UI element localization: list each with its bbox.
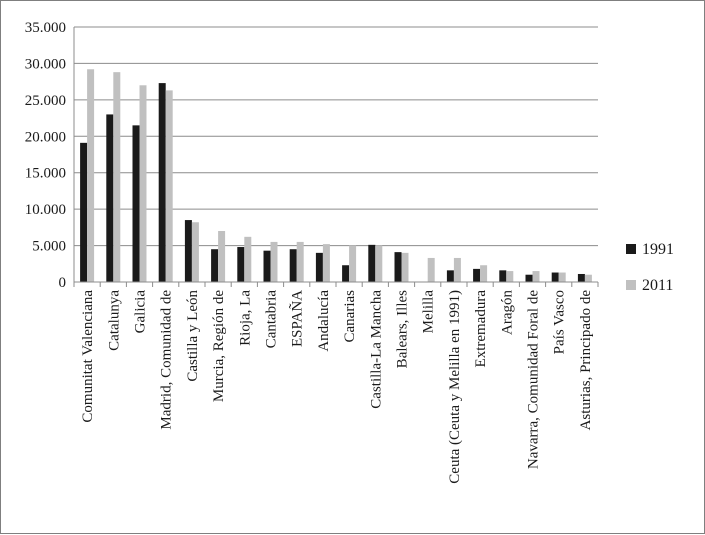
bar-2011 bbox=[139, 85, 147, 283]
bar-2011 bbox=[322, 244, 330, 282]
bar-2011 bbox=[453, 257, 461, 282]
y-tick-label: 30.000 bbox=[25, 56, 66, 72]
category-label: Madrid, Comunidad de bbox=[159, 290, 175, 430]
y-tick-label: 10.000 bbox=[25, 202, 66, 218]
y-tick-label: 5.000 bbox=[32, 239, 66, 255]
bar-2011 bbox=[480, 265, 488, 282]
legend-label: 1991 bbox=[642, 241, 674, 258]
bar-2011 bbox=[401, 252, 409, 282]
category-label: Castilla-La Mancha bbox=[368, 290, 384, 409]
bar-1991 bbox=[158, 83, 166, 282]
bar-2011 bbox=[191, 222, 199, 282]
bar-1991 bbox=[446, 270, 454, 282]
category-label: Catalunya bbox=[106, 290, 122, 351]
bar-1991 bbox=[499, 270, 507, 282]
category-label: Cantabria bbox=[264, 290, 280, 349]
y-tick-label: 25.000 bbox=[25, 93, 66, 109]
category-label: País Vasco bbox=[552, 290, 568, 354]
category-label: Asturias, Principado de bbox=[578, 290, 594, 431]
bar-1991 bbox=[263, 250, 271, 282]
y-tick-label: 0 bbox=[59, 275, 67, 291]
gridlines bbox=[74, 26, 598, 247]
bar-1991 bbox=[315, 252, 323, 282]
bar-2011 bbox=[218, 231, 226, 282]
bar-2011 bbox=[506, 271, 514, 282]
category-label: Castilla y León bbox=[185, 290, 201, 382]
bar-1991 bbox=[342, 265, 350, 282]
bar-2011 bbox=[375, 245, 383, 282]
legend-swatch bbox=[626, 280, 636, 290]
category-label: Rioja, La bbox=[237, 290, 253, 346]
category-label: ESPAÑA bbox=[290, 290, 306, 347]
y-tick-label: 35.000 bbox=[25, 20, 66, 36]
category-label: Melilla bbox=[421, 290, 437, 334]
bar-2011 bbox=[244, 236, 252, 282]
category-label: Aragón bbox=[499, 290, 515, 335]
bar-1991 bbox=[368, 244, 376, 282]
axes bbox=[73, 27, 599, 287]
bar-1991 bbox=[237, 247, 245, 282]
bar-1991 bbox=[184, 220, 192, 282]
bar-1991 bbox=[525, 274, 533, 282]
category-label: Comunitat Valenciana bbox=[80, 290, 96, 423]
bar-2011 bbox=[558, 272, 566, 282]
category-label: Extremadura bbox=[473, 290, 489, 368]
bar-2011 bbox=[349, 245, 357, 282]
legend: 1991 2011 bbox=[626, 241, 674, 294]
y-tick-labels: 0 5.000 10.000 15.000 20.000 25.000 30.000 35.0… bbox=[25, 20, 66, 291]
bar-1991 bbox=[211, 249, 219, 282]
bar-2011 bbox=[584, 274, 592, 282]
bar-1991 bbox=[289, 249, 297, 282]
bar-1991 bbox=[394, 252, 402, 282]
bar-1991 bbox=[80, 142, 88, 282]
bar-1991 bbox=[132, 125, 140, 282]
legend-label: 2011 bbox=[642, 277, 673, 294]
y-tick-label: 20.000 bbox=[25, 129, 66, 145]
bar-2011 bbox=[113, 72, 121, 283]
category-label: Andalucía bbox=[316, 290, 332, 352]
bar-2011 bbox=[427, 257, 435, 282]
bar-2011 bbox=[165, 90, 173, 282]
category-label: Balears, Illes bbox=[395, 290, 411, 368]
category-label: Galicia bbox=[133, 290, 149, 334]
bar-1991 bbox=[577, 273, 585, 282]
bar-1991 bbox=[551, 272, 559, 282]
bar-2011 bbox=[296, 241, 304, 282]
bar-2011 bbox=[532, 271, 540, 282]
legend-swatch bbox=[626, 244, 636, 254]
bar-2011 bbox=[270, 241, 278, 282]
bars bbox=[80, 69, 592, 283]
category-labels: Comunitat Valenciana Catalunya Galicia Madr… bbox=[80, 290, 594, 484]
category-label: Murcia, Región de bbox=[211, 290, 227, 402]
bar-1991 bbox=[106, 114, 114, 282]
category-label: Navarra, Comunidad Foral de bbox=[526, 290, 542, 469]
category-label: Canarias bbox=[342, 290, 358, 343]
y-tick-label: 15.000 bbox=[25, 166, 66, 182]
category-label: Ceuta (Ceuta y Melilla en 1991) bbox=[447, 290, 463, 484]
bar-2011 bbox=[87, 69, 95, 282]
bar-1991 bbox=[473, 268, 481, 282]
